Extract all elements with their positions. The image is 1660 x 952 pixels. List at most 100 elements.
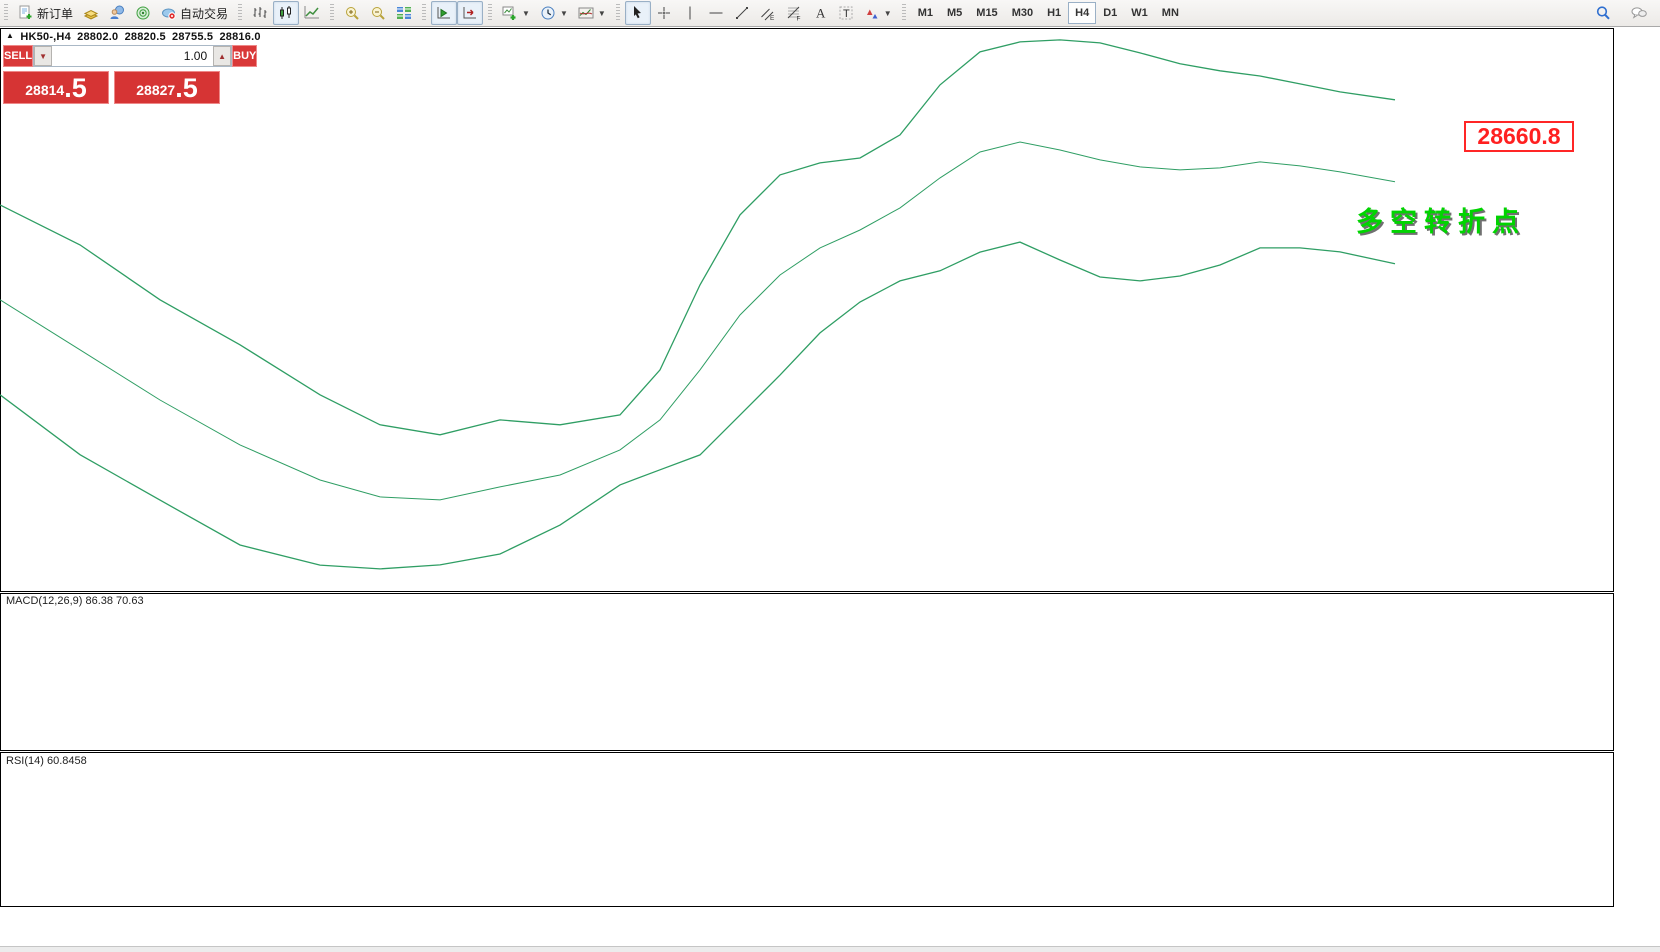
zoom-out-icon xyxy=(372,7,385,20)
gold-book-icon xyxy=(83,9,99,20)
toolbar-group: ▼ ▼ ▼ xyxy=(494,0,614,26)
templates-button[interactable]: ▼ xyxy=(573,1,611,25)
dropdown-arrow-icon[interactable]: ▼ xyxy=(597,8,606,18)
timeframe-h1-button[interactable]: H1 xyxy=(1047,7,1062,19)
rsi-panel xyxy=(0,752,1614,907)
volume-decrease-button[interactable]: ▼ xyxy=(34,46,53,66)
toolbar-group: 新订单 自动交易 xyxy=(10,0,236,26)
clock-icon xyxy=(541,6,555,20)
volume-input[interactable] xyxy=(52,46,214,66)
periods-button[interactable]: ▼ xyxy=(535,1,573,25)
timeframe-h4-button[interactable]: H4 xyxy=(1068,2,1097,24)
hline-button[interactable] xyxy=(703,1,729,25)
timeframe-group: M1 M5 M15 M30 H1 H4 D1 W1 MN xyxy=(908,0,1189,26)
open-value: 28802.0 xyxy=(77,31,119,43)
toolbar-grip xyxy=(330,4,335,22)
price-level-callout[interactable]: 28660.8 xyxy=(1464,121,1574,152)
toolbar-grip xyxy=(4,4,8,22)
community-button[interactable] xyxy=(104,1,130,25)
toolbar-grip xyxy=(238,4,243,22)
timeframe-m1-button[interactable]: M1 xyxy=(917,7,933,19)
candles-mode-button[interactable] xyxy=(273,1,300,25)
search-button[interactable] xyxy=(1590,1,1616,25)
timeframe-m5-button[interactable]: M5 xyxy=(947,7,963,19)
trendline-icon xyxy=(735,7,748,19)
timeframe-mn-button[interactable]: MN xyxy=(1161,7,1179,19)
sell-price-frac: .5 xyxy=(64,73,87,103)
svg-text:A: A xyxy=(816,6,826,21)
label-button[interactable]: T xyxy=(833,1,859,25)
volume-increase-button[interactable]: ▲ xyxy=(213,46,232,66)
toolbar-grip xyxy=(901,4,906,22)
macd-indicator-label: MACD(12,26,9) 86.38 70.63 xyxy=(6,595,144,607)
dropdown-arrow-icon[interactable]: ▼ xyxy=(522,8,530,18)
zoom-in-button[interactable] xyxy=(339,1,365,25)
new-chart-button[interactable]: ▼ xyxy=(497,1,535,25)
toolbar-right xyxy=(1590,1,1660,25)
hline-icon xyxy=(709,12,723,14)
close-value: 28816.0 xyxy=(219,31,261,43)
textA-icon: A xyxy=(816,6,826,21)
toolbar-grip xyxy=(422,4,427,22)
person-globe-icon xyxy=(110,5,125,19)
chartshift-icon xyxy=(463,7,477,19)
fibonacci-button[interactable]: F xyxy=(781,1,807,25)
svg-text:T: T xyxy=(843,8,850,20)
textT-icon: T xyxy=(839,6,853,20)
bollinger-bands xyxy=(0,39,1396,570)
svg-text:E: E xyxy=(770,15,775,21)
search-icon xyxy=(1596,6,1610,20)
timeframe-w1-button[interactable]: W1 xyxy=(1131,7,1148,19)
signals-button[interactable] xyxy=(130,1,156,25)
channel-button[interactable]: E xyxy=(755,1,781,25)
auto-scroll-button[interactable] xyxy=(431,1,458,25)
cursor-icon xyxy=(633,6,641,19)
market-depth-button[interactable] xyxy=(78,1,104,25)
sell-price-main: 28814 xyxy=(25,82,65,98)
linechart-icon xyxy=(304,6,320,19)
new-order-button[interactable]: 新订单 xyxy=(13,1,78,25)
vline-icon xyxy=(689,6,691,20)
zoom-out-button[interactable] xyxy=(365,1,391,25)
dropdown-arrow-icon[interactable]: ▼ xyxy=(883,8,892,18)
pivot-note-text: 多空转折点 xyxy=(1356,207,1526,237)
line-mode-button[interactable] xyxy=(299,1,325,25)
shapes-button[interactable]: ▼ xyxy=(859,1,897,25)
toolbar-group xyxy=(336,0,420,26)
svg-text:F: F xyxy=(796,16,800,22)
dropdown-arrow-icon[interactable]: ▼ xyxy=(559,8,568,18)
chat-button[interactable] xyxy=(1626,1,1652,25)
timeframe-d1-button[interactable]: D1 xyxy=(1103,7,1118,19)
zoom-in-icon xyxy=(346,7,359,20)
timeframe-m30-button[interactable]: M30 xyxy=(1011,7,1034,19)
sell-price-box[interactable]: 28814.5 xyxy=(3,71,109,104)
autotrade-icon xyxy=(162,8,176,20)
toolbar-grip xyxy=(615,4,620,22)
trendline-button[interactable] xyxy=(729,1,755,25)
buy-price-box[interactable]: 28827.5 xyxy=(114,71,220,104)
collapse-arrow-icon[interactable]: ▲ xyxy=(6,31,15,40)
crosshair-icon xyxy=(657,7,670,19)
template-icon xyxy=(578,7,594,19)
buy-button[interactable]: BUY xyxy=(232,45,258,67)
crosshair-button[interactable] xyxy=(651,1,677,25)
timeframe-m15-button[interactable]: M15 xyxy=(976,7,998,19)
cursor-button[interactable] xyxy=(624,1,651,25)
bars-mode-button[interactable] xyxy=(247,1,273,25)
tile-windows-button[interactable] xyxy=(391,1,417,25)
candles-icon xyxy=(280,6,292,19)
high-value: 28820.5 xyxy=(124,31,166,43)
new-order-button-label: 新订单 xyxy=(37,6,74,21)
text-button[interactable]: A xyxy=(807,1,833,25)
toolbar-grip xyxy=(488,4,493,22)
toolbar: 新订单 自动交易 ▼ ▼ ▼ E F A T ▼ M1 M5 M15 M30 H1 H4 D1 W1 MN xyxy=(0,0,1660,27)
rsi-indicator-label: RSI(14) 60.8458 xyxy=(6,755,87,767)
autotrade-button-label: 自动交易 xyxy=(180,6,229,21)
autotrade-button[interactable]: 自动交易 xyxy=(156,1,233,25)
fibo-icon: F xyxy=(787,6,800,22)
sell-button[interactable]: SELL xyxy=(3,45,34,67)
chart-shift-button[interactable] xyxy=(457,1,484,25)
symbol-period-label: HK50-,H4 xyxy=(20,31,71,43)
vline-button[interactable] xyxy=(677,1,703,25)
